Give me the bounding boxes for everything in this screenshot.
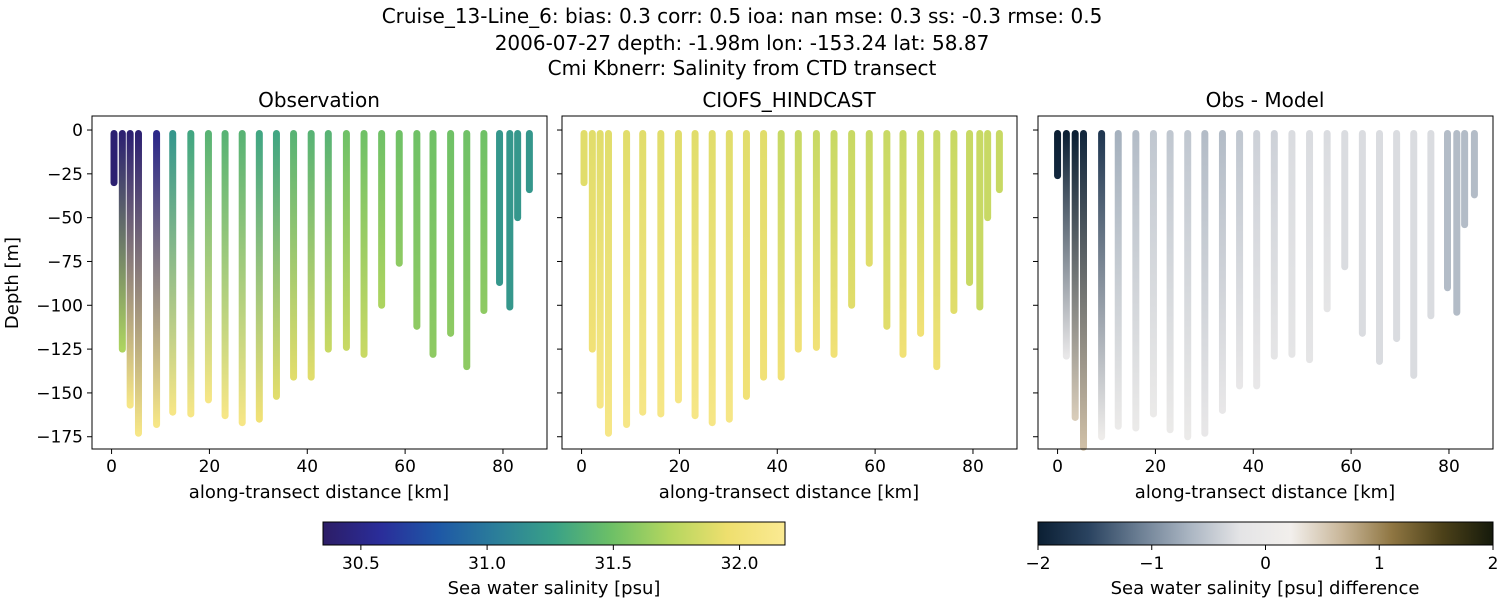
- observation-x-tick-label: 80: [492, 457, 514, 477]
- observation-plot-frame: [91, 115, 548, 450]
- model-x-tick-label: 60: [864, 457, 886, 477]
- difference-x-axis-label: along-transect distance [km]: [1135, 482, 1395, 503]
- observation-y-tick-label: −50: [47, 209, 83, 229]
- salinity-colorbar-tick-label: 31.0: [468, 554, 506, 574]
- model-x-ticks: 0 20 40 60 80: [576, 449, 984, 477]
- salinity-colorbar-bar: [322, 521, 786, 546]
- difference-panel: Obs - Model 0 20 40 60 80 along-transect dis…: [1033, 88, 1494, 503]
- difference-colorbar-label: Sea water salinity [psu] difference: [1111, 578, 1420, 599]
- difference-y-ticks: [1033, 129, 1038, 438]
- observation-x-ticks: 0 20 40 60 80: [106, 449, 514, 477]
- difference-colorbar-bar: [1037, 521, 1494, 546]
- figure-title-line-1: Cruise_13-Line_6: bias: 0.3 corr: 0.5 io…: [382, 4, 1103, 28]
- model-x-axis-label: along-transect distance [km]: [659, 482, 919, 503]
- observation-y-tick-label: 0: [72, 121, 83, 141]
- model-panel-title: CIOFS_HINDCAST: [702, 88, 876, 112]
- salinity-colorbar: 30.5 31.0 31.5 32.0 Sea water salinity [psu…: [322, 521, 786, 599]
- model-x-tick-label: 80: [962, 457, 984, 477]
- observation-x-tick-label: 40: [296, 457, 318, 477]
- model-y-ticks: [557, 129, 562, 438]
- salinity-colorbar-tick-label: 30.5: [342, 554, 380, 574]
- observation-panel: Observation 0 20 40 60 80 0 −25 −50 −75 −100 −125…: [2, 88, 548, 503]
- salinity-colorbar-tick-label: 32.0: [721, 554, 759, 574]
- model-x-tick-label: 0: [576, 457, 587, 477]
- model-panel: CIOFS_HINDCAST 0 20 40 60 80 along-transect …: [557, 88, 1018, 503]
- difference-colorbar-ticks: −2 −1 0 1 2: [1025, 545, 1498, 574]
- observation-x-tick-label: 0: [106, 457, 117, 477]
- observation-x-axis-label: along-transect distance [km]: [189, 482, 449, 503]
- model-casts: [580, 130, 1003, 437]
- difference-x-tick-label: 60: [1340, 457, 1362, 477]
- observation-y-axis-label: Depth [m]: [2, 237, 23, 329]
- difference-x-ticks: 0 20 40 60 80: [1052, 449, 1460, 477]
- observation-y-ticks: 0 −25 −50 −75 −100 −125 −150 −175: [36, 121, 92, 448]
- observation-y-tick-label: −125: [36, 340, 83, 360]
- difference-x-tick-label: 40: [1242, 457, 1264, 477]
- difference-colorbar-tick-label: −2: [1025, 554, 1050, 574]
- difference-x-tick-label: 0: [1052, 457, 1063, 477]
- difference-colorbar-tick-label: 2: [1488, 554, 1499, 574]
- difference-colorbar-tick-label: 0: [1260, 554, 1271, 574]
- observation-y-tick-label: −25: [47, 165, 83, 185]
- difference-plot-frame: [1037, 115, 1494, 450]
- difference-colorbar-tick-label: −1: [1139, 554, 1164, 574]
- observation-y-tick-label: −100: [36, 296, 83, 316]
- difference-x-tick-label: 80: [1438, 457, 1460, 477]
- observation-y-tick-label: −175: [36, 428, 83, 448]
- salinity-colorbar-ticks: 30.5 31.0 31.5 32.0: [342, 545, 759, 574]
- difference-x-tick-label: 20: [1145, 457, 1167, 477]
- observation-y-tick-label: −150: [36, 384, 83, 404]
- difference-casts: [1054, 130, 1478, 451]
- model-plot-frame: [561, 115, 1018, 450]
- observation-casts: [110, 130, 533, 437]
- observation-panel-title: Observation: [258, 88, 380, 112]
- observation-y-tick-label: −75: [47, 252, 83, 272]
- model-x-tick-label: 20: [669, 457, 691, 477]
- figure-title-line-2: 2006-07-27 depth: -1.98m lon: -153.24 la…: [495, 31, 990, 55]
- observation-x-tick-label: 60: [394, 457, 416, 477]
- salinity-colorbar-tick-label: 31.5: [594, 554, 632, 574]
- difference-panel-title: Obs - Model: [1206, 88, 1325, 112]
- observation-x-tick-label: 20: [199, 457, 221, 477]
- figure-title-line-3: Cmi Kbnerr: Salinity from CTD transect: [548, 56, 937, 80]
- difference-colorbar-tick-label: 1: [1374, 554, 1385, 574]
- model-x-tick-label: 40: [766, 457, 788, 477]
- difference-colorbar: −2 −1 0 1 2 Sea water salinity [psu] differe…: [1025, 521, 1498, 599]
- salinity-colorbar-label: Sea water salinity [psu]: [448, 578, 661, 599]
